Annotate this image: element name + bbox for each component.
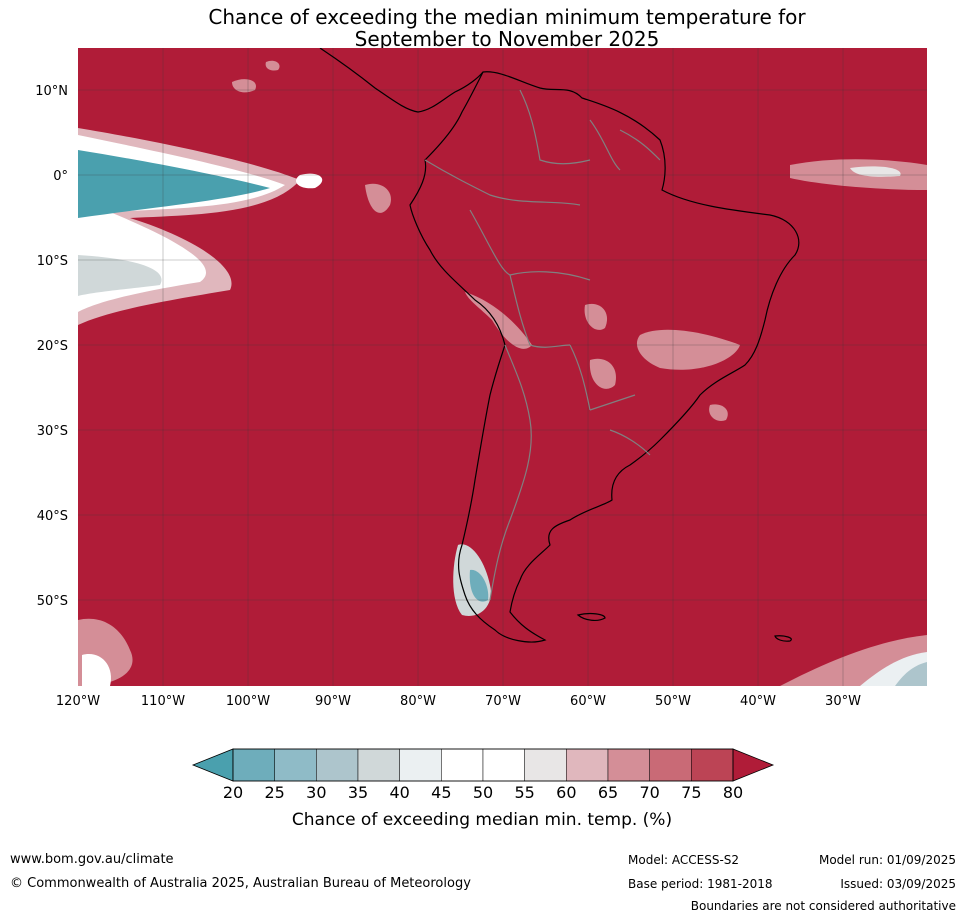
footer-disclaimer: Boundaries are not considered authoritat… <box>690 899 956 913</box>
lon-label: 80°W <box>400 694 436 709</box>
lon-label: 30°W <box>825 694 861 709</box>
lat-label: 10°N <box>35 84 68 99</box>
colorbar-label: Chance of exceeding median min. temp. (%… <box>292 810 672 830</box>
colorbar-tick-label: 60 <box>556 783 576 802</box>
colorbar-tick-label: 45 <box>431 783 451 802</box>
colorbar-tick-label: 50 <box>473 783 493 802</box>
footer-issued: Issued: 03/09/2025 <box>840 877 956 891</box>
lat-label: 0° <box>53 169 68 184</box>
lon-label: 110°W <box>141 694 185 709</box>
graticule <box>78 48 927 686</box>
footer-model: Model: ACCESS-S2 <box>628 853 740 867</box>
colorbar-tick-label: 65 <box>598 783 618 802</box>
map-title-line-1: Chance of exceeding the median minimum t… <box>208 5 806 29</box>
coastlines <box>319 48 800 643</box>
colorbar-tick-label: 20 <box>223 783 243 802</box>
pacific-cool-region-light <box>78 255 162 296</box>
colorbar-tick-label: 35 <box>348 783 368 802</box>
lat-label: 30°S <box>37 424 68 439</box>
colorbar-segment <box>274 748 317 782</box>
footer-url[interactable]: www.bom.gov.au/climate <box>10 852 174 867</box>
lat-label: 40°S <box>37 509 68 524</box>
colorbar-tick-label: 80 <box>723 783 743 802</box>
colorbar-tick-label: 75 <box>681 783 701 802</box>
colorbar-upper-arrow <box>732 748 775 782</box>
colorbar-tick-label: 25 <box>264 783 284 802</box>
footer-copyright: © Commonwealth of Australia 2025, Austra… <box>10 876 471 891</box>
colorbar-segment <box>316 748 359 782</box>
lon-label: 60°W <box>570 694 606 709</box>
latitude-labels: 10°N 0° 10°S 20°S 30°S 40°S 50°S <box>35 84 68 609</box>
map-frame <box>78 48 927 686</box>
colorbar-segment <box>482 748 525 782</box>
pacific-cool-region-inner <box>78 150 270 218</box>
colorbar-tick-label: 55 <box>514 783 534 802</box>
lon-label: 70°W <box>485 694 521 709</box>
lon-label: 120°W <box>56 694 100 709</box>
colorbar-segment <box>649 748 692 782</box>
country-borders <box>424 89 661 601</box>
footer-model-run: Model run: 01/09/2025 <box>818 853 956 867</box>
colorbar-segment <box>524 748 567 782</box>
colorbar-lower-arrow <box>191 748 234 782</box>
longitude-labels: 120°W 110°W 100°W 90°W 80°W 70°W 60°W 50… <box>56 694 861 709</box>
colorbar-segment <box>691 748 734 782</box>
lon-label: 90°W <box>315 694 351 709</box>
colorbar-segment <box>357 748 400 782</box>
colorbar-segment <box>566 748 609 782</box>
probability-field <box>78 60 927 686</box>
colorbar-segment <box>441 748 484 782</box>
footer-base-period: Base period: 1981-2018 <box>628 877 773 891</box>
lat-label: 10°S <box>37 254 68 269</box>
colorbar-tick-label: 30 <box>306 783 326 802</box>
central-america-coastline <box>319 48 484 113</box>
colorbar-tick-label: 40 <box>389 783 409 802</box>
lon-label: 100°W <box>226 694 270 709</box>
colorbar-segment <box>232 748 275 782</box>
falkland-islands <box>576 612 606 621</box>
lat-label: 20°S <box>37 339 68 354</box>
colorbar-legend: 20 25 30 35 40 45 50 55 60 65 70 75 80 <box>191 748 775 802</box>
south-georgia-island <box>774 635 792 642</box>
south-america-coastline <box>409 71 800 643</box>
colorbar-tick-label: 70 <box>639 783 659 802</box>
lon-label: 50°W <box>655 694 691 709</box>
colorbar-outline <box>232 748 734 782</box>
lat-label: 50°S <box>37 594 68 609</box>
map-title-line-2: September to November 2025 <box>354 27 660 51</box>
lon-label: 40°W <box>740 694 776 709</box>
colorbar-segment <box>399 748 442 782</box>
colorbar-segment <box>607 748 650 782</box>
